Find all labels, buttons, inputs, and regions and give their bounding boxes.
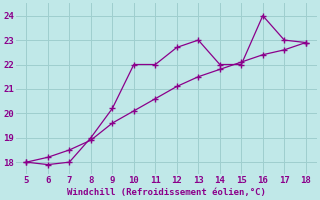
X-axis label: Windchill (Refroidissement éolien,°C): Windchill (Refroidissement éolien,°C) <box>67 188 266 197</box>
